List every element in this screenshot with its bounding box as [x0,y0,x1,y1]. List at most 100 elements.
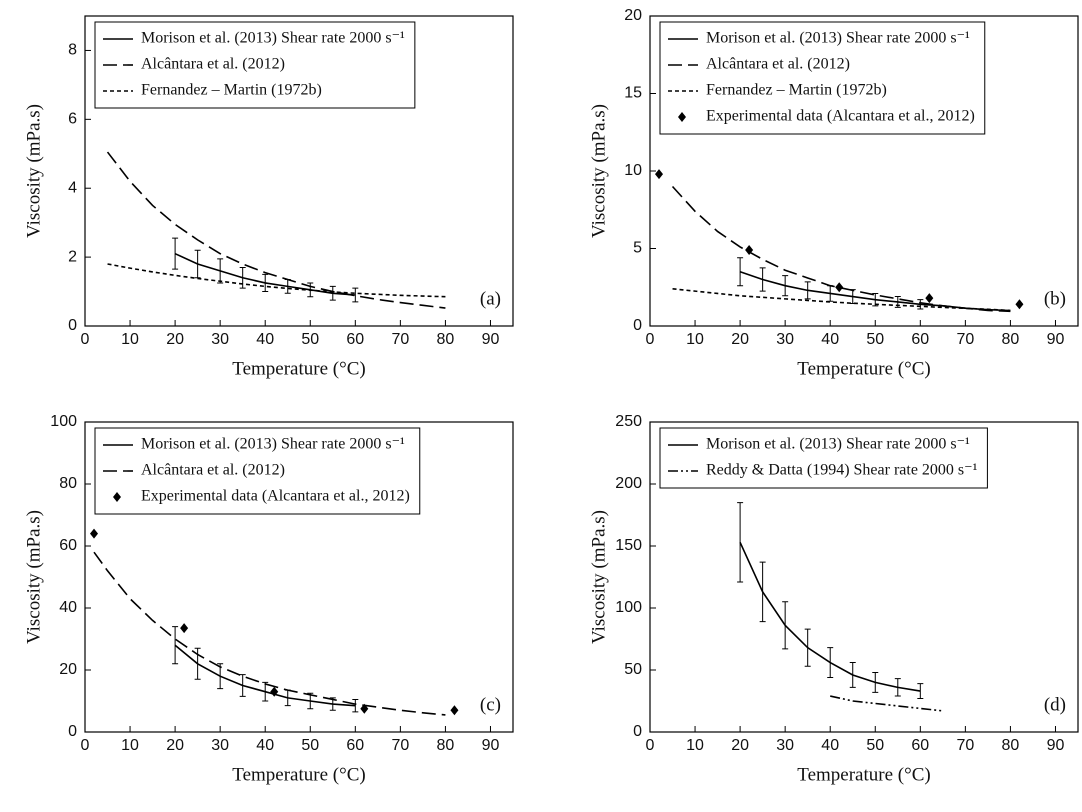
error-bar [872,671,879,693]
error-bar [737,502,744,583]
error-bar [759,267,766,292]
error-bar [849,662,856,688]
series-line [830,695,943,712]
y-tick-label: 0 [68,723,77,740]
data-point [925,293,934,304]
y-axis-label: Viscosity (mPa.s) [23,510,44,644]
data-point [360,703,369,714]
x-tick-label: 40 [256,331,274,348]
panel-label: (d) [1044,694,1066,715]
error-bar [352,287,359,303]
x-tick-label: 10 [121,737,139,754]
legend-label: Fernandez – Martin (1972b) [706,82,887,99]
error-bar [217,663,224,690]
error-bar [194,647,201,680]
x-tick-label: 0 [646,331,655,348]
data-point [90,528,99,539]
x-tick-label: 20 [166,331,184,348]
legend-label: Morison et al. (2013) Shear rate 2000 s⁻… [141,30,405,47]
data-point [655,169,664,180]
y-tick-label: 40 [59,599,77,616]
legend-label: Morison et al. (2013) Shear rate 2000 s⁻… [141,436,405,453]
y-tick-label: 80 [59,475,77,492]
error-bar [759,561,766,623]
x-tick-label: 70 [391,331,409,348]
y-tick-label: 4 [68,179,77,196]
panel-label: (c) [480,694,501,715]
x-axis-label: Temperature (°C) [797,358,930,379]
x-tick-label: 80 [437,737,455,754]
x-tick-label: 10 [686,737,704,754]
error-bar [894,678,901,697]
panel-label: (b) [1044,288,1066,309]
error-bar [172,626,179,665]
legend-box [659,21,986,135]
x-tick-label: 50 [301,331,319,348]
x-tick-label: 10 [121,331,139,348]
x-tick-label: 90 [482,331,500,348]
error-bar [782,601,789,650]
x-tick-label: 40 [821,331,839,348]
x-tick-label: 50 [866,331,884,348]
x-tick-label: 10 [686,331,704,348]
x-tick-label: 80 [1002,331,1020,348]
error-bar [804,628,811,667]
plot-frame [84,421,514,733]
y-tick-label: 50 [624,661,642,678]
legend-marker [678,112,686,122]
data-point [745,245,754,256]
data-point [1015,299,1024,310]
error-bar [917,299,924,310]
series-line [107,263,446,298]
x-axis-label: Temperature (°C) [797,764,930,785]
error-bar [917,683,924,700]
legend-label: Morison et al. (2013) Shear rate 2000 s⁻… [706,436,970,453]
legend-label: Reddy & Datta (1994) Shear rate 2000 s⁻¹ [706,462,978,479]
x-tick-label: 30 [211,737,229,754]
error-bar [329,285,336,301]
x-tick-label: 20 [166,737,184,754]
y-tick-label: 200 [615,475,642,492]
x-axis-label: Temperature (°C) [232,358,365,379]
x-tick-label: 20 [731,331,749,348]
x-tick-label: 0 [646,737,655,754]
x-tick-label: 80 [1002,737,1020,754]
y-tick-label: 60 [59,537,77,554]
x-tick-label: 30 [211,331,229,348]
x-tick-label: 60 [911,331,929,348]
series-line [106,151,446,309]
legend-label: Alcântara et al. (2012) [141,56,285,73]
x-tick-label: 40 [256,737,274,754]
y-tick-label: 5 [633,240,642,257]
x-tick-label: 60 [346,737,364,754]
plot-frame [649,421,1079,733]
y-axis-label: Viscosity (mPa.s) [23,104,44,238]
error-bar [217,258,224,284]
y-tick-label: 100 [50,413,77,430]
y-axis-label: Viscosity (mPa.s) [588,510,609,644]
y-tick-label: 250 [615,413,642,430]
y-tick-label: 8 [68,42,77,59]
legend-label: Alcântara et al. (2012) [706,56,850,73]
x-tick-label: 40 [821,737,839,754]
x-tick-label: 80 [437,331,455,348]
series-line [671,185,1011,313]
data-point [180,623,189,634]
y-tick-label: 10 [624,162,642,179]
series-line [672,288,1011,312]
error-bar [307,692,314,710]
y-axis-label: Viscosity (mPa.s) [588,104,609,238]
error-bar [172,237,179,270]
legend-box [94,427,421,515]
y-tick-label: 2 [68,248,77,265]
panel: 0 10 20 30 40 50 60 70 80 90 0 5 10 15 20 Temperature (… [588,7,1079,379]
error-bar [262,273,269,293]
legend-label: Alcântara et al. (2012) [141,462,285,479]
x-tick-label: 60 [911,737,929,754]
legend-label: Morison et al. (2013) Shear rate 2000 s⁻… [706,30,970,47]
series-line [93,551,446,716]
y-tick-label: 6 [68,111,77,128]
error-bar [352,698,359,713]
panel-label: (a) [480,288,501,309]
error-bar [262,681,269,702]
